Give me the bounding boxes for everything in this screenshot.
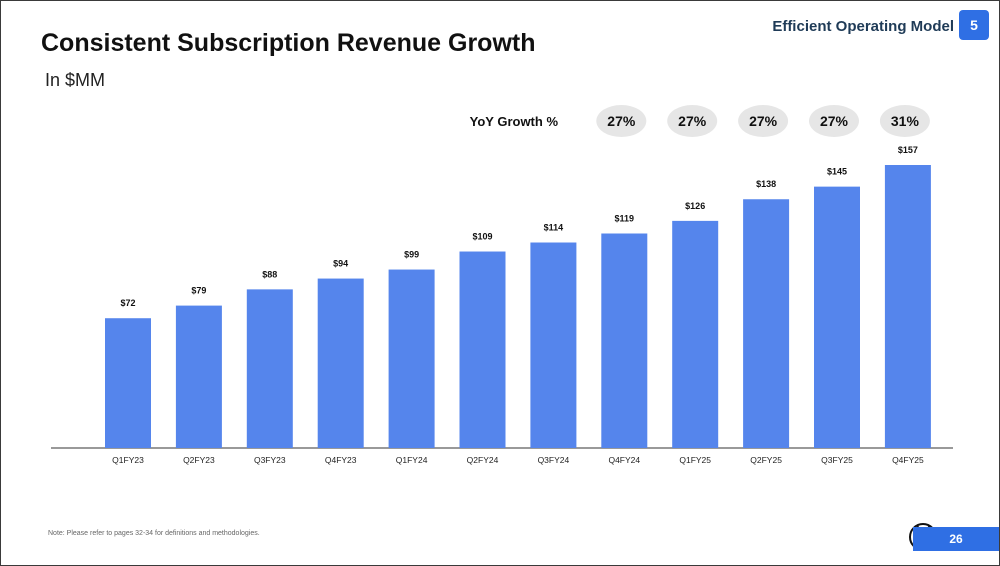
bar-Q2FY23 (175, 305, 222, 448)
bar-Q1FY24 (388, 269, 435, 448)
tick-label-Q1FY25: Q1FY25 (679, 455, 711, 465)
value-label-Q3FY24: $114 (544, 223, 564, 233)
value-label-Q3FY25: $145 (827, 167, 847, 177)
value-label-Q3FY23: $88 (262, 269, 277, 279)
growth-value-Q3FY25: 27% (820, 113, 849, 129)
tick-label-Q3FY23: Q3FY23 (254, 455, 286, 465)
growth-value-Q1FY25: 27% (678, 113, 707, 129)
footnote: Note: Please refer to pages 32-34 for de… (48, 530, 260, 537)
value-label-Q2FY25: $138 (756, 179, 776, 189)
growth-bubble-Q3FY25 (809, 105, 859, 137)
growth-value-Q2FY25: 27% (749, 113, 778, 129)
section-label: Efficient Operating Model (772, 18, 954, 35)
value-label-Q1FY25: $126 (685, 201, 705, 211)
tick-label-Q4FY24: Q4FY24 (608, 455, 640, 465)
tick-label-Q1FY23: Q1FY23 (112, 455, 144, 465)
growth-value-Q4FY25: 31% (891, 113, 920, 129)
growth-bubble-Q4FY25 (879, 105, 930, 137)
bar-Q1FY25 (672, 220, 719, 448)
tick-label-Q3FY24: Q3FY24 (538, 455, 570, 465)
bar-Q4FY23 (317, 278, 364, 448)
tick-label-Q3FY25: Q3FY25 (821, 455, 853, 465)
tick-label-Q2FY25: Q2FY25 (750, 455, 782, 465)
tick-label-Q4FY25: Q4FY25 (892, 455, 924, 465)
bar-Q4FY24 (601, 233, 648, 448)
value-label-Q2FY24: $109 (472, 232, 492, 242)
bar-Q1FY23 (105, 318, 151, 448)
tick-label-Q2FY23: Q2FY23 (183, 455, 215, 465)
tick-label-Q2FY24: Q2FY24 (467, 455, 499, 465)
value-label-Q1FY23: $72 (120, 298, 135, 308)
tick-label-Q1FY24: Q1FY24 (396, 455, 428, 465)
bar-Q3FY23 (246, 289, 293, 448)
bar-Q2FY24 (459, 251, 506, 448)
bar-Q3FY25 (814, 186, 860, 449)
section-number-badge: 5 (959, 10, 989, 40)
bar-Q3FY24 (530, 242, 577, 448)
value-label-Q2FY23: $79 (191, 286, 206, 296)
growth-bubble-Q1FY25 (667, 105, 718, 137)
yoy-growth-label: YoY Growth % (470, 114, 559, 129)
value-label-Q1FY24: $99 (404, 250, 419, 260)
tick-label-Q4FY23: Q4FY23 (325, 455, 357, 465)
bar-Q2FY25 (743, 199, 790, 448)
slide-subtitle: In $MM (45, 70, 106, 90)
growth-bubble-Q4FY24 (596, 105, 647, 137)
value-label-Q4FY25: $157 (898, 145, 918, 155)
growth-value-Q4FY24: 27% (607, 113, 636, 129)
page-number: 26 (913, 527, 999, 551)
value-label-Q4FY23: $94 (333, 259, 348, 269)
value-label-Q4FY24: $119 (615, 213, 635, 223)
slide-title: Consistent Subscription Revenue Growth (41, 29, 536, 57)
growth-bubble-Q2FY25 (738, 105, 789, 137)
bar-Q4FY25 (884, 165, 931, 448)
